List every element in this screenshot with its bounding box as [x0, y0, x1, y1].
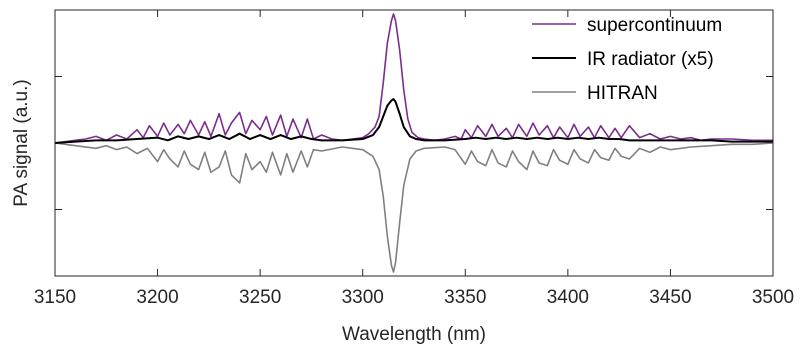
x-tick-label: 3400 [547, 287, 589, 308]
x-tick-label: 3350 [444, 287, 486, 308]
x-tick-label: 3450 [649, 287, 691, 308]
series-line-supercontinuum [54, 13, 773, 144]
legend-label: supercontinuum [587, 15, 722, 36]
legend: supercontinuum IR radiator (x5) HITRAN [532, 15, 722, 104]
legend-label: HITRAN [587, 83, 658, 104]
x-tick-label: 3500 [752, 287, 794, 308]
series-line-hitran [54, 142, 774, 273]
plot-area-frame [54, 9, 774, 277]
x-tick-label: 3150 [34, 287, 76, 308]
x-tick-label: 3300 [342, 287, 384, 308]
legend-label: IR radiator (x5) [587, 49, 714, 70]
y-axis-title: PA signal (a.u.) [11, 79, 32, 206]
x-axis-title: Wavelength (nm) [342, 324, 486, 345]
ticks-layer: 3150 3200 3250 3300 3350 3400 3450 3500 [34, 10, 794, 308]
x-tick-label: 3250 [239, 287, 281, 308]
series-layer [54, 13, 774, 273]
axes-layer [54, 9, 774, 277]
series-line-ir-radiator-x5 [54, 98, 773, 144]
x-tick-label: 3200 [136, 287, 178, 308]
